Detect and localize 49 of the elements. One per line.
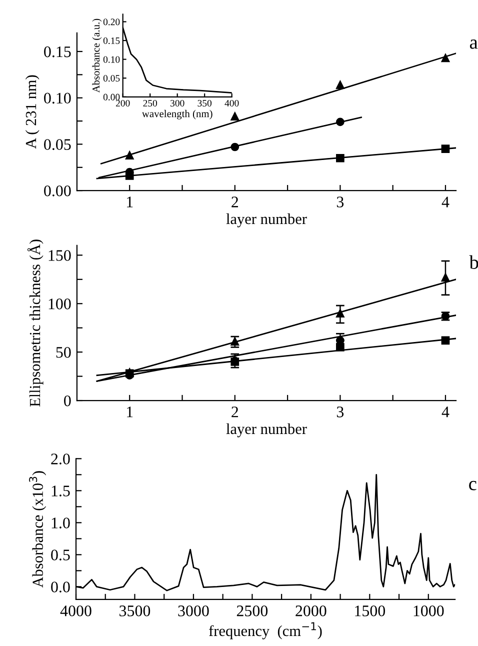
y-tick-label: 100 — [48, 298, 71, 310]
x-tick-label: 250 — [143, 100, 158, 107]
x-tick-label: 2 — [232, 406, 238, 418]
x-tick-label: 1 — [127, 196, 133, 208]
x-tick-label: 2 — [232, 196, 238, 208]
x-tick-label: 1500 — [355, 606, 386, 616]
y-tick-label: 2.0 — [51, 454, 70, 464]
x-tick-label: 1000 — [414, 606, 444, 616]
x-tick-label: 400 — [224, 100, 239, 107]
x-tick-label: 3 — [336, 196, 344, 208]
y-tick-label: 0.15 — [44, 46, 71, 58]
y-tick-label: 0 — [64, 395, 71, 406]
x-tick-label: 350 — [198, 100, 212, 107]
y-tick-label: 1.0 — [52, 518, 70, 528]
x-axis-title: layer number — [226, 213, 307, 228]
y-tick-label: 0.10 — [103, 56, 120, 63]
y-tick-label: 50 — [56, 346, 71, 358]
y-tick-label: 0.15 — [103, 37, 120, 44]
y-tick-label: 0.10 — [44, 92, 71, 104]
y-axis-title: Ellipsometric thickness (Å) — [27, 240, 44, 407]
text: c — [469, 480, 476, 490]
y-axis-title: Absorbance (a.u.) — [92, 18, 102, 93]
x-tick-label: 1 — [127, 406, 133, 418]
y-tick-label: 0.05 — [103, 75, 120, 82]
y-tick-label: 0.00 — [44, 185, 71, 196]
y-tick-label: 0.05 — [44, 139, 71, 150]
y-tick-label: 1.5 — [52, 486, 70, 496]
y-axis-title: Absorbance (x10$^{3}$) — [29, 471, 46, 588]
x-tick-label: 4 — [442, 406, 450, 418]
x-axis-title: layer number — [226, 423, 307, 438]
y-tick-label: 0.5 — [51, 550, 70, 560]
x-tick-label: 3500 — [120, 606, 150, 616]
y-tick-label: 0.00 — [103, 94, 120, 100]
x-tick-label: 300 — [170, 100, 184, 107]
x-tick-label: 2500 — [236, 606, 268, 616]
x-tick-label: 200 — [116, 100, 130, 107]
x-tick-label: 3 — [336, 406, 344, 418]
y-tick-label: 150 — [48, 250, 71, 261]
y-axis-title: A ( 231 nm) — [25, 75, 40, 149]
y-tick-label: 0.20 — [103, 18, 120, 26]
text: a — [470, 40, 478, 49]
x-tick-label: 2000 — [296, 606, 326, 616]
x-axis-title: wavelength (nm) — [142, 110, 212, 120]
x-tick-label: 4 — [442, 196, 450, 208]
y-tick-label: 0.0 — [51, 582, 70, 592]
x-tick-label: 3000 — [178, 606, 209, 616]
x-axis-title: frequency (cm$^{−1}$) — [209, 622, 322, 640]
text: b — [469, 255, 478, 269]
x-tick-label: 4000 — [60, 606, 92, 616]
